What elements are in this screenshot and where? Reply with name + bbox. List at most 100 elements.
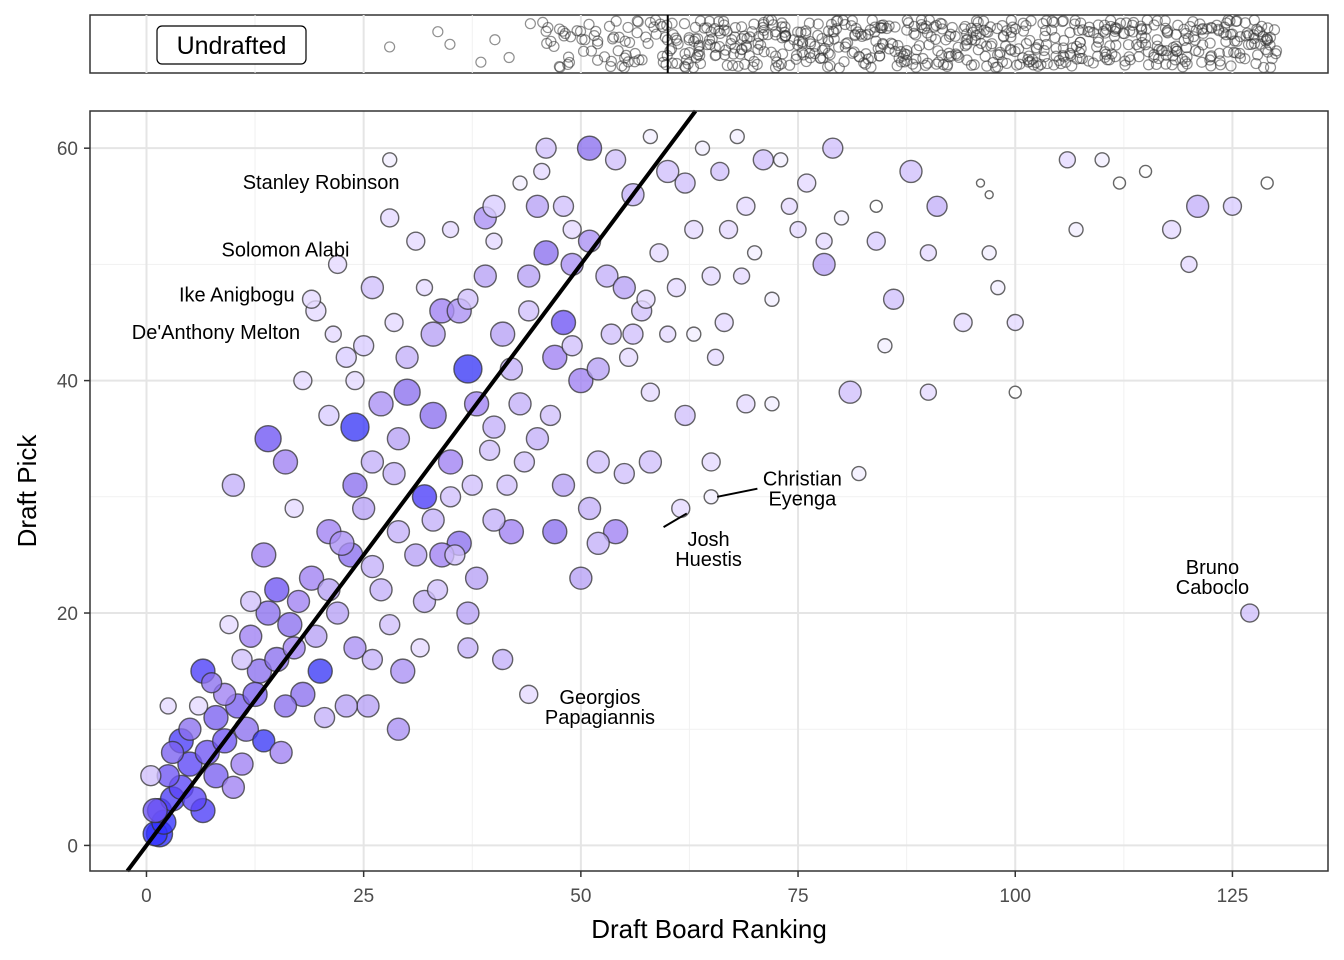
data-point [562, 219, 582, 240]
data-point [851, 465, 867, 482]
data-point [736, 196, 756, 216]
data-point [1260, 176, 1274, 190]
undrafted-point [978, 24, 990, 36]
undrafted-point [475, 56, 487, 68]
data-point [833, 210, 850, 226]
undrafted-point [854, 51, 866, 63]
undrafted-point [1258, 61, 1270, 74]
data-point [485, 232, 503, 250]
data-point [552, 195, 575, 217]
undrafted-point [744, 31, 756, 43]
data-point [772, 152, 789, 168]
annotation-label: Josh [687, 529, 729, 551]
data-point [286, 589, 311, 614]
data-point [975, 178, 986, 188]
undrafted-point [910, 44, 923, 56]
undrafted-point [1056, 15, 1068, 28]
data-point [535, 137, 557, 159]
annotation-label: Huestis [675, 549, 742, 571]
undrafted-point [977, 15, 990, 27]
y-tick-label: 20 [57, 604, 78, 625]
data-point [613, 462, 635, 485]
annotation-label: Stanley Robinson [243, 172, 400, 194]
data-point [512, 175, 528, 191]
undrafted-point [622, 56, 634, 68]
undrafted-point [710, 49, 722, 61]
undrafted-point [1039, 25, 1052, 37]
y-tick-label: 40 [57, 372, 78, 393]
undrafted-point [862, 28, 874, 40]
undrafted-point [701, 22, 713, 34]
undrafted-point [1017, 25, 1030, 37]
undrafted-point [1091, 41, 1103, 53]
undrafted-point [919, 59, 932, 71]
undrafted-point [631, 27, 643, 39]
undrafted-point [994, 49, 1006, 61]
data-point [334, 694, 358, 718]
data-point [684, 219, 704, 240]
undrafted-point [610, 15, 622, 27]
data-point [437, 449, 464, 475]
data-point [764, 291, 780, 307]
undrafted-point [583, 18, 595, 30]
data-point [729, 128, 745, 145]
x-axis-ticks: 0 25 50 75 100 125 [141, 871, 1248, 907]
data-point [411, 484, 438, 510]
data-point [240, 590, 262, 613]
undrafted-point [1122, 39, 1135, 51]
data-point [277, 611, 303, 638]
undrafted-point [747, 61, 759, 73]
undrafted-point [892, 39, 904, 52]
undrafted-point [537, 16, 549, 29]
x-tick-label: 125 [1217, 886, 1249, 907]
data-point [919, 383, 938, 401]
undrafted-point [489, 34, 501, 46]
undrafted-point [444, 38, 456, 50]
undrafted-point [833, 62, 845, 74]
data-point [439, 486, 462, 508]
undrafted-point [1058, 51, 1070, 63]
undrafted-point [1024, 55, 1036, 68]
undrafted-point [714, 27, 726, 39]
undrafted-point [1197, 22, 1209, 35]
data-point [356, 694, 380, 718]
undrafted-point [1162, 27, 1174, 39]
undrafted-point [1171, 45, 1183, 57]
main-panel: Stanley Robinson Solomon Alabi Ike Anigbog… [89, 109, 1329, 873]
undrafted-point [822, 35, 835, 48]
undrafted-point [1231, 35, 1243, 47]
undrafted-point [1077, 24, 1089, 36]
undrafted-point [1082, 55, 1095, 67]
data-point [307, 658, 333, 684]
undrafted-point [1104, 40, 1116, 52]
data-point [491, 648, 514, 671]
undrafted-point [1038, 44, 1050, 57]
data-point [736, 394, 756, 414]
undrafted-point [1020, 38, 1032, 50]
undrafted-point [985, 40, 997, 52]
undrafted-point [1048, 59, 1060, 71]
undrafted-point [713, 15, 725, 28]
data-point [482, 508, 506, 532]
data-point [513, 451, 536, 473]
data-point [496, 474, 518, 496]
undrafted-point [585, 45, 598, 57]
undrafted-point [837, 14, 849, 26]
undrafted-point [616, 60, 628, 72]
undrafted-point [1220, 29, 1232, 41]
undrafted-point [703, 15, 716, 27]
undrafted-point [1224, 15, 1236, 27]
undrafted-point [849, 30, 861, 42]
data-point [221, 473, 246, 497]
data-point [671, 498, 691, 519]
undrafted-point [1009, 23, 1022, 35]
data-point [586, 531, 610, 555]
data-point [822, 137, 844, 159]
undrafted-point [830, 23, 843, 35]
undrafted-point [432, 26, 444, 38]
data-point [1006, 313, 1024, 332]
data-point [1058, 151, 1077, 169]
undrafted-point [640, 31, 652, 43]
undrafted-point [590, 25, 602, 37]
